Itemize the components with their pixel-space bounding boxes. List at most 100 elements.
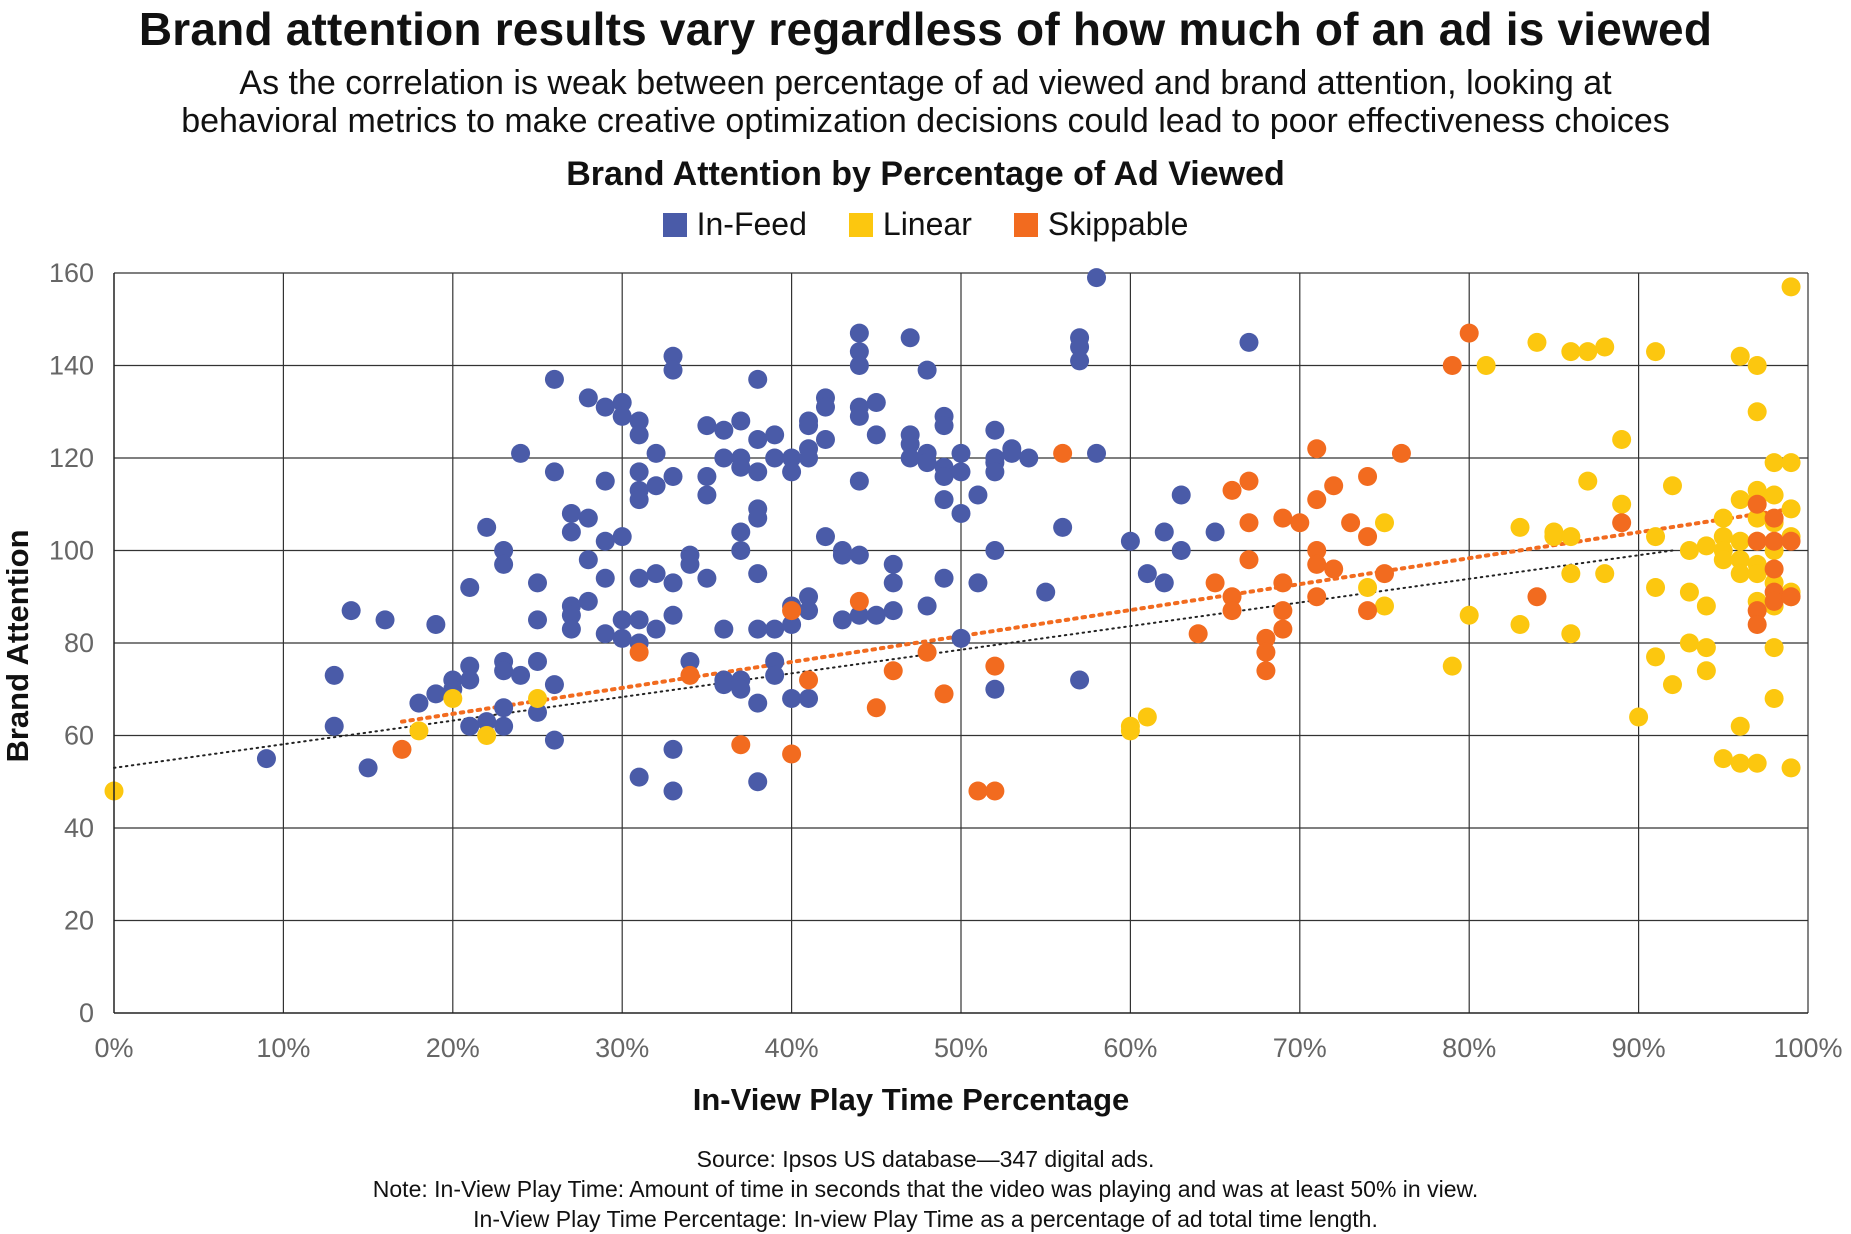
data-point-in-feed xyxy=(629,610,649,630)
data-point-in-feed xyxy=(663,360,683,380)
data-point-linear xyxy=(1561,527,1581,547)
data-point-in-feed xyxy=(511,665,531,685)
legend-item-in-feed: In-Feed xyxy=(662,206,807,243)
data-point-in-feed xyxy=(849,471,869,491)
data-point-in-feed xyxy=(697,467,717,486)
data-point-skippable xyxy=(1273,508,1293,528)
data-point-in-feed xyxy=(951,462,971,482)
legend-label: Linear xyxy=(882,206,972,242)
data-point-skippable xyxy=(1273,601,1293,621)
data-point-in-feed xyxy=(663,573,683,593)
data-point-in-feed xyxy=(1171,485,1191,505)
data-point-in-feed xyxy=(765,425,785,445)
data-point-in-feed xyxy=(832,610,852,630)
footnotes: Source: Ipsos US database—347 digital ad… xyxy=(0,1144,1851,1234)
data-point-in-feed xyxy=(646,619,666,639)
data-point-in-feed xyxy=(561,522,581,542)
x-tick-label: 50% xyxy=(934,1033,988,1063)
data-point-linear xyxy=(528,689,547,708)
data-point-in-feed xyxy=(612,628,632,648)
legend-swatch-linear xyxy=(848,212,873,237)
data-point-skippable xyxy=(1341,513,1361,533)
data-point-in-feed xyxy=(951,504,971,523)
subtitle-line: behavioral metrics to make creative opti… xyxy=(181,102,1670,140)
data-point-linear xyxy=(1730,346,1750,366)
data-point-in-feed xyxy=(256,749,276,769)
data-point-in-feed xyxy=(815,527,835,547)
data-point-in-feed xyxy=(765,448,785,468)
data-point-skippable xyxy=(1459,323,1479,343)
data-point-in-feed xyxy=(799,601,819,621)
data-point-linear xyxy=(1730,531,1750,551)
data-point-in-feed xyxy=(951,628,971,648)
data-point-in-feed xyxy=(629,490,649,510)
data-point-linear xyxy=(1442,656,1462,676)
data-point-linear xyxy=(1646,647,1666,667)
y-tick-label: 20 xyxy=(64,906,94,936)
data-point-in-feed xyxy=(900,448,920,468)
data-point-in-feed xyxy=(426,615,446,634)
data-point-linear xyxy=(1713,550,1733,570)
data-point-skippable xyxy=(1239,550,1259,570)
data-point-linear xyxy=(1510,517,1530,537)
data-point-in-feed xyxy=(1070,670,1090,690)
data-point-in-feed xyxy=(612,393,632,412)
data-point-skippable xyxy=(1053,443,1073,463)
data-point-in-feed xyxy=(494,541,514,560)
data-point-skippable xyxy=(1222,480,1242,500)
data-point-in-feed xyxy=(324,665,344,685)
data-point-in-feed xyxy=(917,596,937,616)
data-point-linear xyxy=(1747,356,1767,375)
data-point-linear xyxy=(1476,356,1496,375)
data-point-in-feed xyxy=(731,411,751,431)
trendline-skippable xyxy=(399,506,1794,724)
data-point-skippable xyxy=(1612,513,1632,533)
data-point-in-feed xyxy=(934,467,954,486)
data-point-in-feed xyxy=(629,411,649,431)
data-point-linear xyxy=(477,726,497,745)
data-point-linear xyxy=(1696,536,1716,556)
data-point-skippable xyxy=(1307,541,1327,560)
data-point-linear xyxy=(1595,337,1615,357)
data-point-in-feed xyxy=(748,564,768,584)
data-point-skippable xyxy=(1391,443,1411,463)
x-tick-label: 40% xyxy=(765,1033,819,1063)
data-point-linear xyxy=(1459,605,1479,625)
legend-swatch-in-feed xyxy=(662,212,687,237)
data-point-skippable xyxy=(1222,601,1242,621)
data-point-in-feed xyxy=(544,462,564,482)
data-point-in-feed xyxy=(646,564,666,584)
data-point-in-feed xyxy=(782,448,802,468)
data-point-in-feed xyxy=(460,716,480,736)
data-point-skippable xyxy=(782,601,802,621)
data-point-linear xyxy=(1781,758,1801,778)
data-point-skippable xyxy=(1256,661,1276,681)
x-tick-label: 10% xyxy=(256,1033,310,1063)
data-point-in-feed xyxy=(748,619,768,639)
data-point-in-feed xyxy=(460,670,480,690)
data-point-in-feed xyxy=(477,712,497,732)
data-point-in-feed xyxy=(358,758,378,778)
data-point-skippable xyxy=(985,781,1005,801)
data-point-linear xyxy=(1730,716,1750,736)
data-point-in-feed xyxy=(697,416,717,436)
legend-label: Skippable xyxy=(1047,206,1189,242)
data-point-in-feed xyxy=(663,739,683,759)
data-point-in-feed xyxy=(968,485,988,505)
data-point-in-feed xyxy=(595,568,615,588)
y-tick-label: 0 xyxy=(79,998,94,1028)
data-point-linear xyxy=(1679,633,1699,653)
data-point-linear xyxy=(1730,490,1750,510)
data-point-in-feed xyxy=(849,323,869,343)
data-point-in-feed xyxy=(544,675,564,695)
data-point-in-feed xyxy=(968,573,988,593)
data-point-in-feed xyxy=(511,443,531,463)
data-point-in-feed xyxy=(765,665,785,685)
data-point-in-feed xyxy=(934,490,954,510)
data-point-skippable xyxy=(968,781,988,801)
data-point-linear xyxy=(1578,471,1598,491)
data-point-in-feed xyxy=(849,356,869,375)
data-point-linear xyxy=(1713,527,1733,547)
data-point-layer xyxy=(104,268,1801,801)
